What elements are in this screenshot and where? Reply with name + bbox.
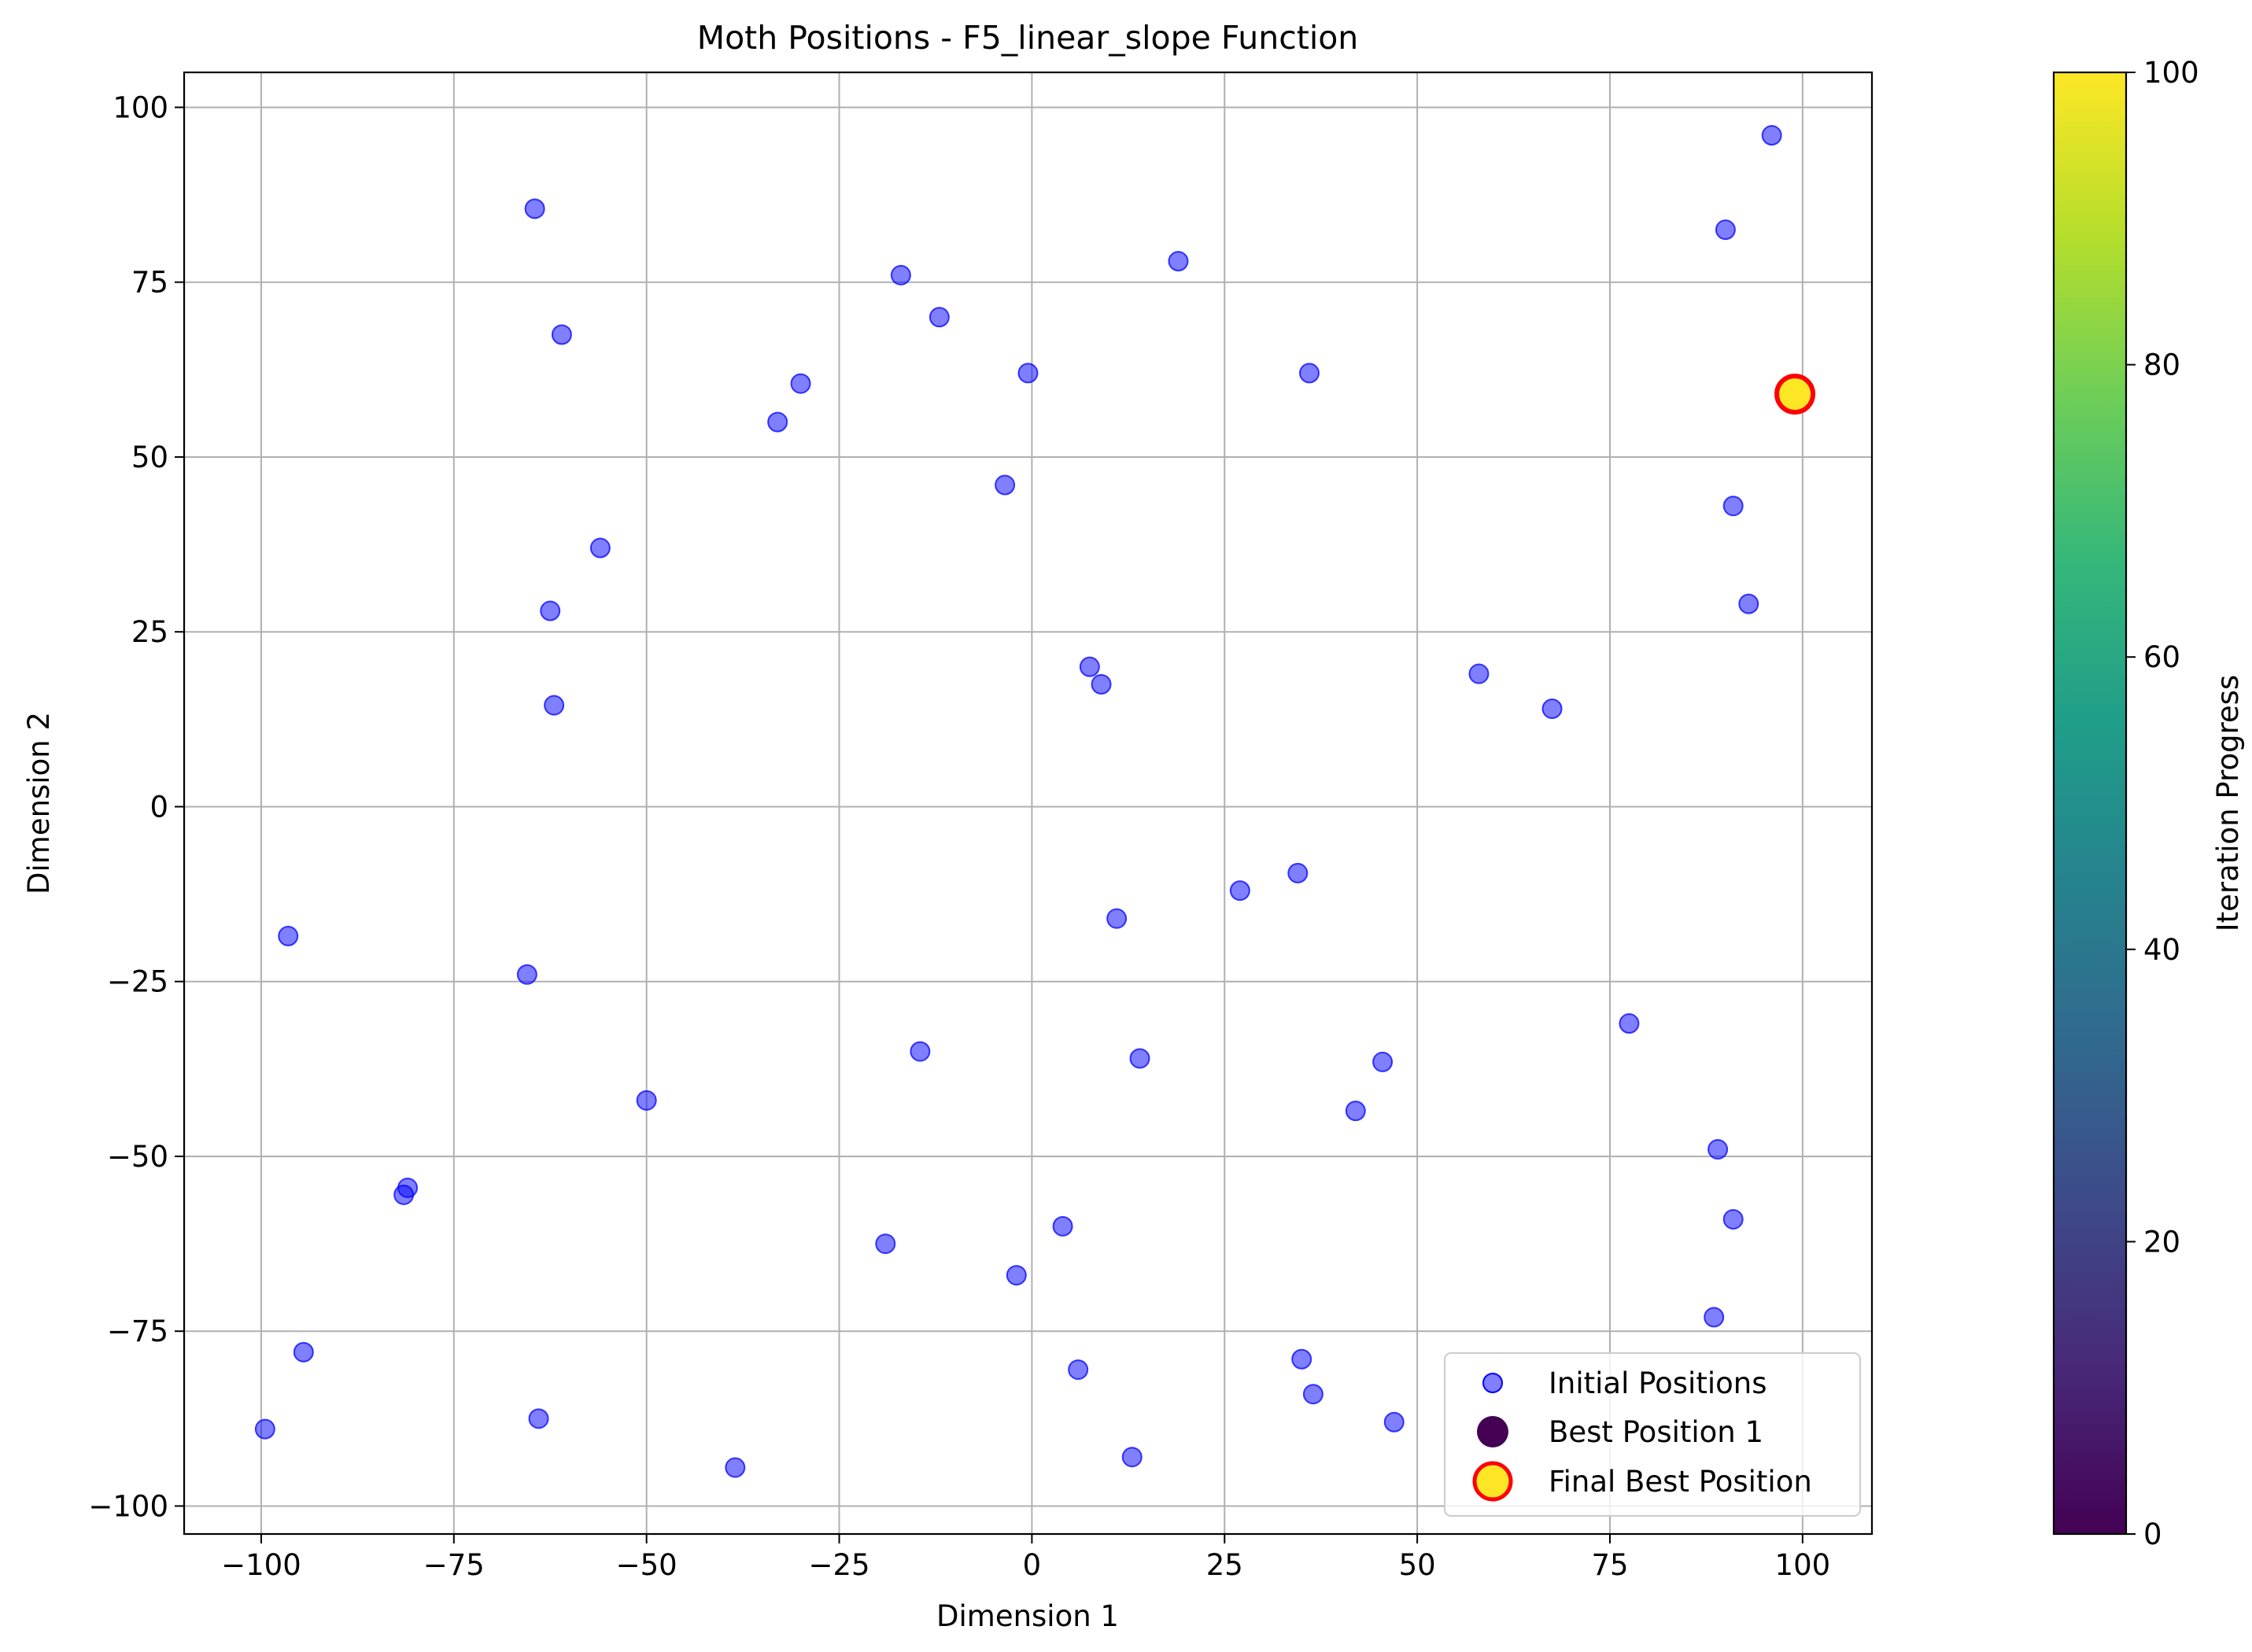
y-tick-label: 100 — [113, 90, 168, 124]
colorbar-tick-label: 100 — [2143, 56, 2199, 90]
colorbar: 0 20 40 60 80 100 Iteration Progress — [2052, 56, 2245, 1551]
y-tick-label: 75 — [131, 266, 168, 300]
legend: Initial Positions Best Position 1 Final … — [1444, 1352, 1861, 1517]
moth-initial-position-point — [995, 474, 1016, 496]
legend-label-final: Final Best Position — [1549, 1465, 1812, 1499]
moth-initial-position-point — [1722, 496, 1744, 517]
x-tick-label: 50 — [1399, 1548, 1436, 1582]
moth-initial-position-point — [1383, 1411, 1405, 1433]
moth-initial-position-point — [1468, 663, 1490, 684]
moth-initial-position-point — [1017, 363, 1039, 384]
moth-initial-position-point — [1541, 698, 1563, 719]
y-tick-label: 0 — [150, 790, 168, 824]
moth-initial-position-point — [1129, 1048, 1150, 1069]
x-axis-label: Dimension 1 — [936, 1599, 1119, 1633]
moth-initial-position-point — [1345, 1101, 1366, 1122]
colorbar-tick-label: 40 — [2143, 933, 2180, 967]
moth-initial-position-point — [910, 1041, 931, 1062]
colorbar-ticks: 0 20 40 60 80 100 — [2126, 56, 2199, 1551]
y-tick-label: 50 — [131, 441, 168, 474]
moth-initial-position-point — [890, 264, 911, 286]
colorbar-tick-label: 0 — [2143, 1517, 2162, 1551]
x-tick-label: 0 — [1023, 1548, 1042, 1582]
scatter-points — [254, 125, 1816, 1478]
moth-initial-position-point — [1106, 908, 1128, 929]
moth-initial-position-point — [254, 1418, 275, 1440]
y-tick-label: 25 — [131, 615, 168, 649]
moth-initial-position-point — [1079, 656, 1100, 677]
y-tick-label: −50 — [107, 1140, 168, 1174]
plot-frame — [183, 71, 1874, 1536]
moth-initial-position-point — [293, 1341, 314, 1363]
x-axis-ticks: −100 −75 −50 −25 0 25 50 75 100 — [221, 1534, 1830, 1582]
x-tick-label: −75 — [423, 1548, 485, 1582]
moth-initial-position-point — [393, 1184, 415, 1205]
moth-initial-position-point — [1052, 1215, 1073, 1237]
moth-initial-position-point — [544, 695, 565, 716]
y-tick-label: −75 — [107, 1315, 168, 1348]
legend-marker-final — [1472, 1461, 1513, 1502]
moth-initial-position-point — [516, 964, 537, 985]
colorbar-gradient — [2052, 71, 2128, 1536]
moth-initial-position-point — [1761, 125, 1782, 146]
moth-initial-position-point — [1704, 1307, 1725, 1328]
x-tick-label: 25 — [1206, 1548, 1243, 1582]
x-tick-label: 100 — [1775, 1548, 1831, 1582]
colorbar-tick-label: 20 — [2143, 1225, 2180, 1259]
moth-initial-position-point — [636, 1090, 657, 1111]
moth-initial-position-point — [875, 1233, 896, 1255]
moth-initial-position-point — [524, 198, 545, 219]
moth-initial-position-point — [589, 537, 611, 559]
legend-label-best1: Best Position 1 — [1549, 1415, 1763, 1449]
moth-initial-position-point — [551, 324, 572, 345]
moth-initial-position-point — [1287, 862, 1309, 883]
y-tick-label: −100 — [88, 1489, 168, 1523]
moth-initial-position-point — [1722, 1208, 1744, 1230]
moth-initial-position-point — [1091, 673, 1112, 695]
chart-title: Moth Positions - F5_linear_slope Functio… — [697, 19, 1359, 57]
legend-frame — [1444, 1352, 1861, 1517]
colorbar-tick-label: 60 — [2143, 640, 2180, 674]
moth-initial-position-point — [1168, 251, 1189, 272]
y-tick-label: −25 — [107, 965, 168, 999]
legend-marker-initial — [1482, 1373, 1503, 1393]
x-tick-label: −100 — [221, 1548, 301, 1582]
x-tick-label: −50 — [616, 1548, 677, 1582]
moth-initial-position-point — [540, 600, 561, 621]
moth-initial-position-point — [1619, 1013, 1640, 1034]
moth-initial-position-point — [1299, 363, 1320, 384]
moth-initial-position-point — [1068, 1359, 1089, 1381]
colorbar-tick-label: 80 — [2143, 348, 2180, 382]
moth-initial-position-point — [1006, 1265, 1027, 1286]
moth-initial-position-point — [1707, 1139, 1729, 1160]
moth-initial-position-point — [528, 1408, 549, 1429]
legend-label-initial: Initial Positions — [1549, 1366, 1767, 1400]
moth-initial-position-point — [1372, 1051, 1394, 1072]
moth-initial-position-point — [725, 1457, 746, 1478]
grid-lines — [184, 72, 1872, 1534]
moth-initial-position-point — [1715, 219, 1736, 241]
moth-initial-position-point — [278, 925, 299, 946]
x-tick-label: 75 — [1591, 1548, 1628, 1582]
y-axis-label: Dimension 2 — [22, 712, 56, 894]
y-axis-ticks: −100 −75 −50 −25 0 25 50 75 100 — [88, 90, 184, 1523]
moth-initial-position-point — [790, 373, 811, 394]
moth-initial-position-point — [1121, 1447, 1143, 1468]
moth-initial-position-point — [928, 307, 950, 328]
x-tick-label: −25 — [808, 1548, 869, 1582]
moth-initial-position-point — [1738, 593, 1759, 614]
legend-marker-best1 — [1477, 1416, 1508, 1447]
moth-initial-position-point — [1229, 880, 1250, 902]
moth-initial-position-point — [1302, 1384, 1324, 1405]
moth-initial-position-point — [1291, 1348, 1312, 1370]
colorbar-label: Iteration Progress — [2211, 675, 2245, 932]
final-best-position-point — [1774, 373, 1816, 415]
moth-initial-position-point — [767, 411, 788, 433]
